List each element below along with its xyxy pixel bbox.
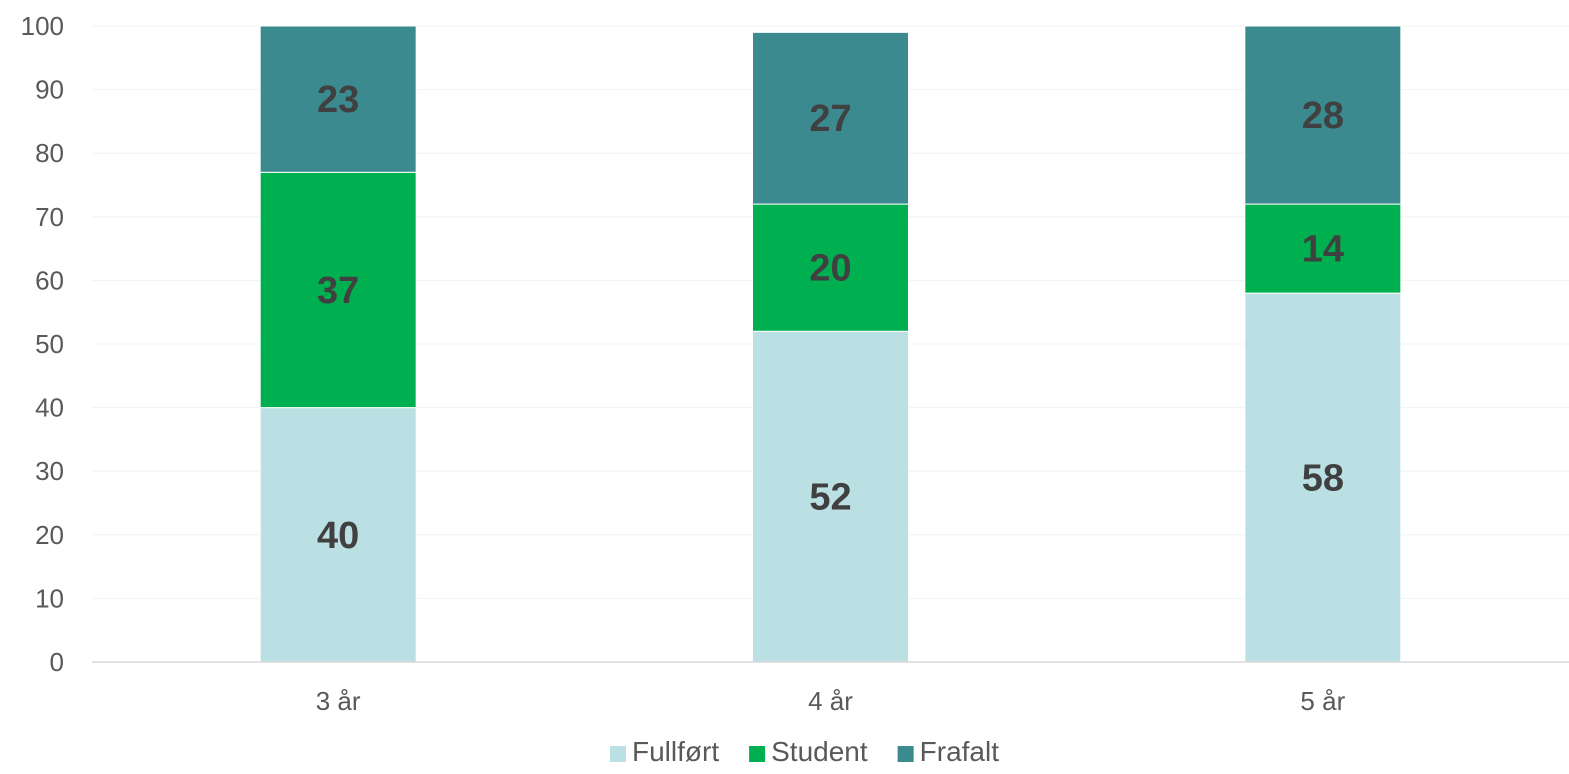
data-label: 20 bbox=[809, 248, 851, 290]
data-label: 40 bbox=[317, 515, 359, 557]
data-label: 27 bbox=[809, 98, 851, 140]
data-label: 52 bbox=[809, 477, 851, 519]
bar-segment-fullført bbox=[1244, 292, 1402, 663]
y-tick-label: 90 bbox=[35, 75, 64, 105]
bar-segment-frafalt bbox=[259, 25, 417, 173]
y-tick-label: 70 bbox=[35, 202, 64, 232]
data-label: 23 bbox=[317, 79, 359, 121]
data-label: 28 bbox=[1302, 95, 1344, 137]
legend: Fullført Student Frafalt bbox=[610, 736, 999, 767]
bar-segment-frafalt bbox=[1244, 25, 1402, 205]
y-tick-label: 20 bbox=[35, 520, 64, 550]
legend-swatch-frafalt bbox=[897, 746, 914, 762]
legend-label: Student bbox=[771, 736, 868, 767]
bar-segment-student bbox=[1244, 203, 1402, 294]
bar-segment-frafalt bbox=[752, 31, 909, 205]
bars: 40 37 23 52 20 27 58 14 28 bbox=[259, 25, 1402, 663]
bar-segment-fullført bbox=[752, 330, 909, 663]
y-tick-label: 0 bbox=[50, 647, 64, 677]
y-tick-label: 30 bbox=[35, 456, 64, 486]
x-tick-label: 3 år bbox=[316, 686, 361, 716]
data-label: 37 bbox=[317, 270, 359, 312]
legend-swatch-student bbox=[749, 746, 766, 762]
bar-segment-student bbox=[752, 203, 909, 332]
legend-label: Fullført bbox=[632, 736, 719, 767]
y-tick-label: 50 bbox=[35, 329, 64, 359]
data-label: 58 bbox=[1302, 458, 1344, 500]
y-tick-label: 60 bbox=[35, 265, 64, 295]
legend-label: Frafalt bbox=[920, 736, 1000, 767]
x-tick-label: 5 år bbox=[1300, 686, 1345, 716]
x-tick-label: 4 år bbox=[808, 686, 853, 716]
data-label: 14 bbox=[1302, 229, 1344, 271]
bar-segment-student bbox=[259, 171, 417, 409]
y-tick-label: 40 bbox=[35, 393, 64, 423]
legend-swatch-fullført bbox=[610, 746, 626, 762]
y-tick-label: 100 bbox=[21, 11, 64, 41]
y-axis: 0 10 20 30 40 50 60 70 80 90 100 bbox=[21, 11, 64, 677]
y-tick-label: 80 bbox=[35, 138, 64, 168]
y-tick-label: 10 bbox=[35, 583, 64, 613]
x-axis: 3 år 4 år 5 år bbox=[92, 661, 1569, 716]
